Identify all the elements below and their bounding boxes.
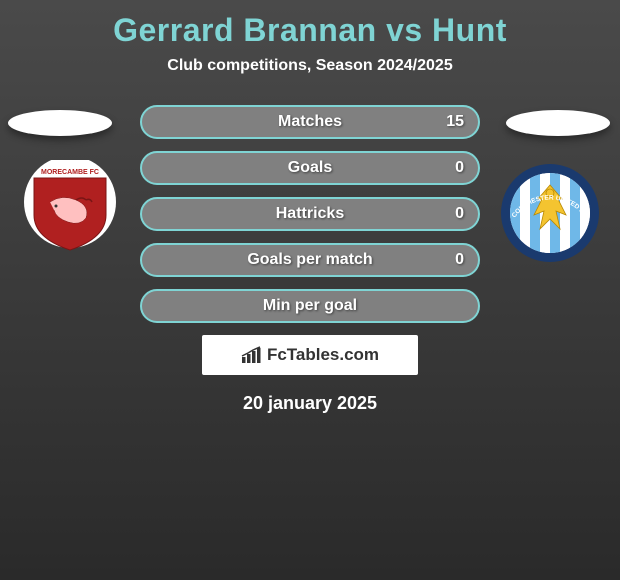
- comparison-area: MORECAMBE FC: [0, 105, 620, 414]
- stat-label: Goals: [288, 159, 332, 177]
- chart-icon: [241, 346, 263, 364]
- stat-label: Hattricks: [276, 205, 344, 223]
- colchester-united-fc-badge: COLCHESTER UNITED F.C: [500, 163, 600, 263]
- stat-row-hattricks: Hattricks 0: [140, 197, 480, 231]
- branding: FcTables.com: [241, 345, 379, 365]
- stat-label: Matches: [278, 113, 342, 131]
- stats-list: Matches 15 Goals 0 Hattricks 0 Goals per…: [140, 105, 480, 323]
- stat-row-matches: Matches 15: [140, 105, 480, 139]
- stat-value-right: 0: [455, 159, 464, 177]
- stat-row-goals: Goals 0: [140, 151, 480, 185]
- branding-text: FcTables.com: [267, 345, 379, 365]
- club-badge-left-icon: MORECAMBE FC: [20, 160, 120, 260]
- player-head-right: [506, 110, 610, 136]
- page-title: Gerrard Brannan vs Hunt: [0, 0, 620, 49]
- page-subtitle: Club competitions, Season 2024/2025: [0, 57, 620, 75]
- stat-label: Goals per match: [247, 251, 372, 269]
- morecambe-fc-badge: MORECAMBE FC: [20, 160, 120, 260]
- svg-text:MORECAMBE FC: MORECAMBE FC: [41, 169, 99, 176]
- date-text: 20 january 2025: [0, 393, 620, 414]
- player-head-left: [8, 110, 112, 136]
- stat-row-min-per-goal: Min per goal: [140, 289, 480, 323]
- club-badge-right-icon: COLCHESTER UNITED F.C: [500, 163, 600, 263]
- stat-label: Min per goal: [263, 297, 357, 315]
- stat-value-right: 15: [446, 113, 464, 131]
- stat-row-goals-per-match: Goals per match 0: [140, 243, 480, 277]
- stat-value-right: 0: [455, 251, 464, 269]
- stat-value-right: 0: [455, 205, 464, 223]
- branding-box: FcTables.com: [202, 335, 418, 375]
